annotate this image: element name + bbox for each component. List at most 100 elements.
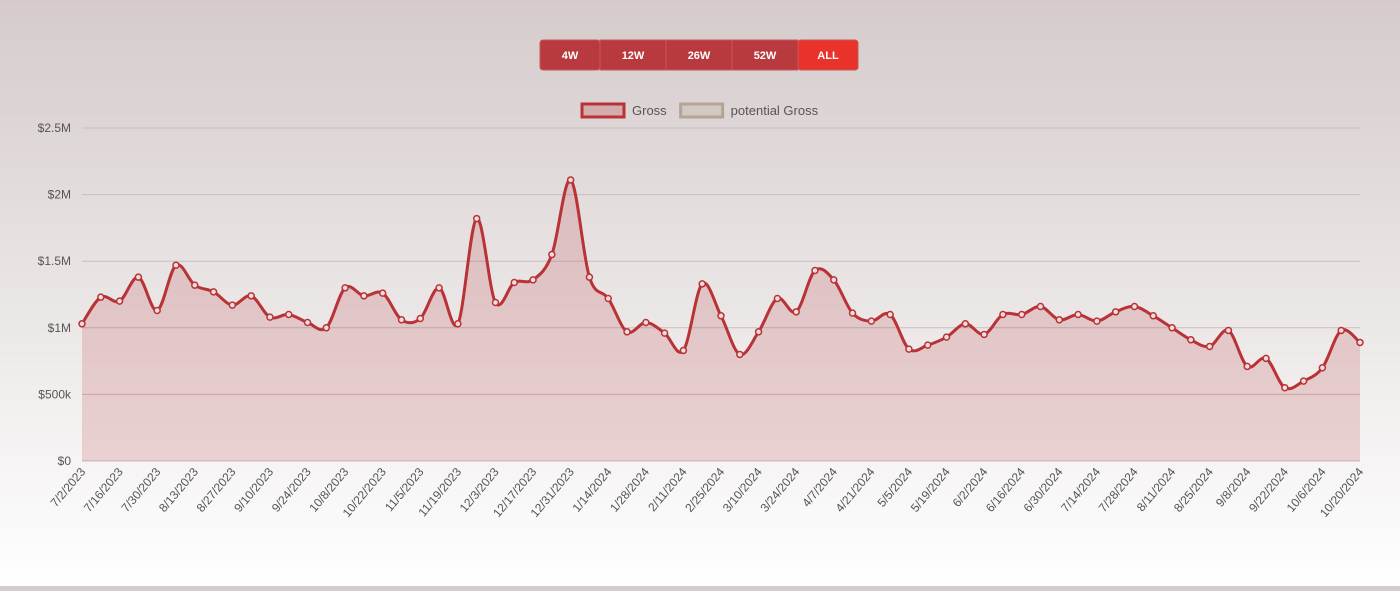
button-label[interactable]: 12W xyxy=(622,50,645,62)
point xyxy=(548,250,556,259)
point xyxy=(736,350,744,359)
button-label[interactable]: 4W xyxy=(562,50,579,62)
point xyxy=(510,278,519,287)
point xyxy=(1337,326,1345,335)
point xyxy=(454,320,462,328)
point xyxy=(78,320,86,328)
point xyxy=(360,292,368,300)
point xyxy=(491,298,500,307)
button-bg[interactable] xyxy=(731,39,799,71)
x-tick-label: 5/19/2024 xyxy=(908,465,953,515)
point xyxy=(1017,310,1026,319)
point xyxy=(1356,338,1364,347)
point xyxy=(980,330,988,339)
point xyxy=(416,314,425,323)
range-button[interactable]: 52W xyxy=(731,39,799,71)
y-tick-label: $1.5M xyxy=(38,254,71,268)
y-tick-label: $0 xyxy=(58,454,72,468)
point xyxy=(679,346,688,355)
point xyxy=(228,301,237,309)
point xyxy=(792,308,800,316)
y-tick-label: $1M xyxy=(48,321,71,335)
point xyxy=(378,289,387,297)
point xyxy=(566,176,575,184)
point xyxy=(266,313,274,321)
point xyxy=(341,284,349,292)
point xyxy=(1111,308,1120,316)
button-label[interactable]: 52W xyxy=(754,50,777,62)
point xyxy=(284,310,293,319)
button-bg[interactable] xyxy=(599,39,667,71)
point xyxy=(1318,364,1327,372)
point xyxy=(660,329,669,337)
range-button[interactable]: 12W xyxy=(599,39,667,71)
point xyxy=(1074,310,1082,319)
point xyxy=(1093,317,1101,325)
point xyxy=(642,318,650,327)
point xyxy=(529,276,537,284)
point xyxy=(848,309,857,317)
legend-item[interactable]: Gross xyxy=(580,102,667,119)
legend-swatch[interactable] xyxy=(679,102,725,119)
legend-label[interactable]: Gross xyxy=(632,103,667,118)
point xyxy=(867,317,876,325)
point xyxy=(97,293,105,301)
point xyxy=(1055,316,1064,324)
point xyxy=(303,318,312,327)
point xyxy=(585,273,594,281)
button-label[interactable]: 26W xyxy=(688,50,711,62)
point xyxy=(1130,302,1139,311)
point xyxy=(1281,383,1289,392)
point xyxy=(115,297,124,305)
point xyxy=(604,294,612,303)
point xyxy=(1224,326,1233,335)
point xyxy=(905,345,913,353)
point xyxy=(886,310,894,319)
point xyxy=(1205,342,1214,351)
point xyxy=(1187,336,1195,344)
point xyxy=(1149,312,1158,320)
range-button[interactable]: 4W xyxy=(539,39,601,71)
point xyxy=(754,328,763,336)
range-button[interactable]: ALL xyxy=(797,39,859,71)
legend-item[interactable]: potential Gross xyxy=(679,102,819,119)
button-label[interactable]: ALL xyxy=(817,50,839,62)
point xyxy=(247,292,255,300)
y-tick-label: $500k xyxy=(38,387,72,401)
point xyxy=(1262,354,1270,363)
point xyxy=(698,280,706,288)
x-tick-label: 7/28/2024 xyxy=(1096,465,1141,515)
point xyxy=(397,316,406,324)
point xyxy=(961,320,970,328)
point xyxy=(830,276,838,284)
range-button[interactable]: 26W xyxy=(665,39,733,71)
point xyxy=(811,266,819,275)
point xyxy=(623,328,631,336)
x-tick-label: 1/28/2024 xyxy=(607,465,652,515)
point xyxy=(717,312,725,320)
point xyxy=(209,288,218,296)
point xyxy=(1036,302,1045,311)
y-tick-label: $2.5M xyxy=(38,121,71,135)
legend-label[interactable]: potential Gross xyxy=(731,103,819,118)
legend-swatch[interactable] xyxy=(580,102,626,119)
button-bg[interactable] xyxy=(665,39,733,71)
point xyxy=(923,341,932,349)
point xyxy=(172,261,180,269)
x-tick-label: 8/25/2024 xyxy=(1171,465,1216,515)
line xyxy=(80,178,1361,391)
point xyxy=(773,294,782,303)
y-tick-label: $2M xyxy=(48,188,71,202)
point xyxy=(1243,362,1251,371)
point xyxy=(435,284,443,292)
point xyxy=(322,324,331,332)
point xyxy=(999,310,1007,319)
x-tick-label: 4/21/2024 xyxy=(833,465,878,515)
button-bg[interactable] xyxy=(797,39,859,71)
area xyxy=(82,179,1360,461)
point xyxy=(1168,324,1176,332)
point xyxy=(134,273,143,281)
point xyxy=(153,306,161,315)
